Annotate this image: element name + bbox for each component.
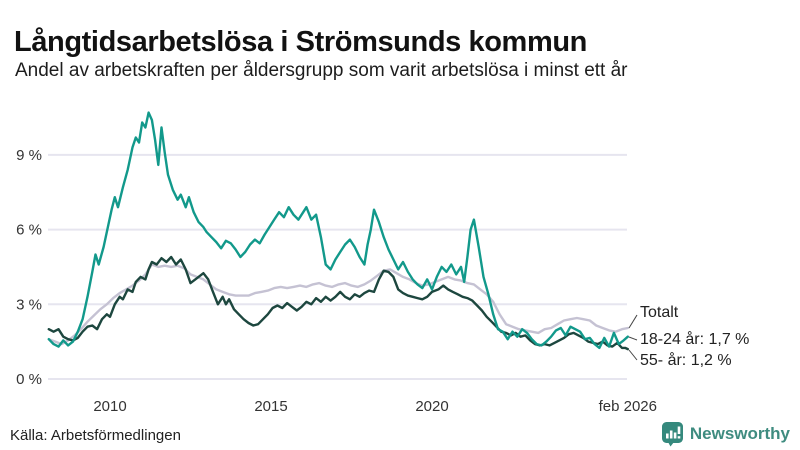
label-leader-lines [628, 314, 638, 361]
gridlines [48, 153, 627, 380]
series-line-18-24-ar [47, 111, 629, 350]
axis-tick-labels: 0 % 3 % 6 % 9 % 2010 2015 2020 feb 2026 [16, 147, 657, 415]
newsworthy-icon [661, 422, 683, 447]
series-label-55: 55- år: 1,2 % [640, 352, 732, 369]
x-axis-tick-label: 2010 [93, 398, 126, 415]
series-line-totalt [47, 263, 629, 346]
series-label-totalt: Totalt [640, 304, 679, 321]
y-axis-tick-label: 0 % [16, 371, 42, 388]
x-axis-tick-label: 2020 [415, 398, 448, 415]
x-axis-tick-label: 2015 [254, 398, 287, 415]
leader-line-totalt [628, 314, 638, 329]
series-label-18-24: 18-24 år: 1,7 % [640, 331, 750, 348]
newsworthy-wordmark: Newsworthy [689, 424, 790, 443]
y-axis-tick-label: 9 % [16, 147, 42, 164]
page-title: Långtidsarbetslösa i Strömsunds kommun [14, 26, 587, 59]
leader-line-55 [628, 349, 638, 361]
y-axis-tick-label: 3 % [16, 296, 42, 313]
x-axis-tick-label: feb 2026 [599, 398, 657, 415]
series-lines [47, 111, 629, 351]
y-axis-tick-label: 6 % [16, 222, 42, 239]
source-attribution: Källa: Arbetsförmedlingen [10, 427, 181, 444]
series-line-55-ar [47, 255, 629, 351]
chart-subtitle: Andel av arbetskraften per åldersgrupp s… [15, 60, 628, 81]
newsworthy-logo: Newsworthy [661, 421, 790, 447]
leader-line-18-24 [628, 336, 638, 341]
